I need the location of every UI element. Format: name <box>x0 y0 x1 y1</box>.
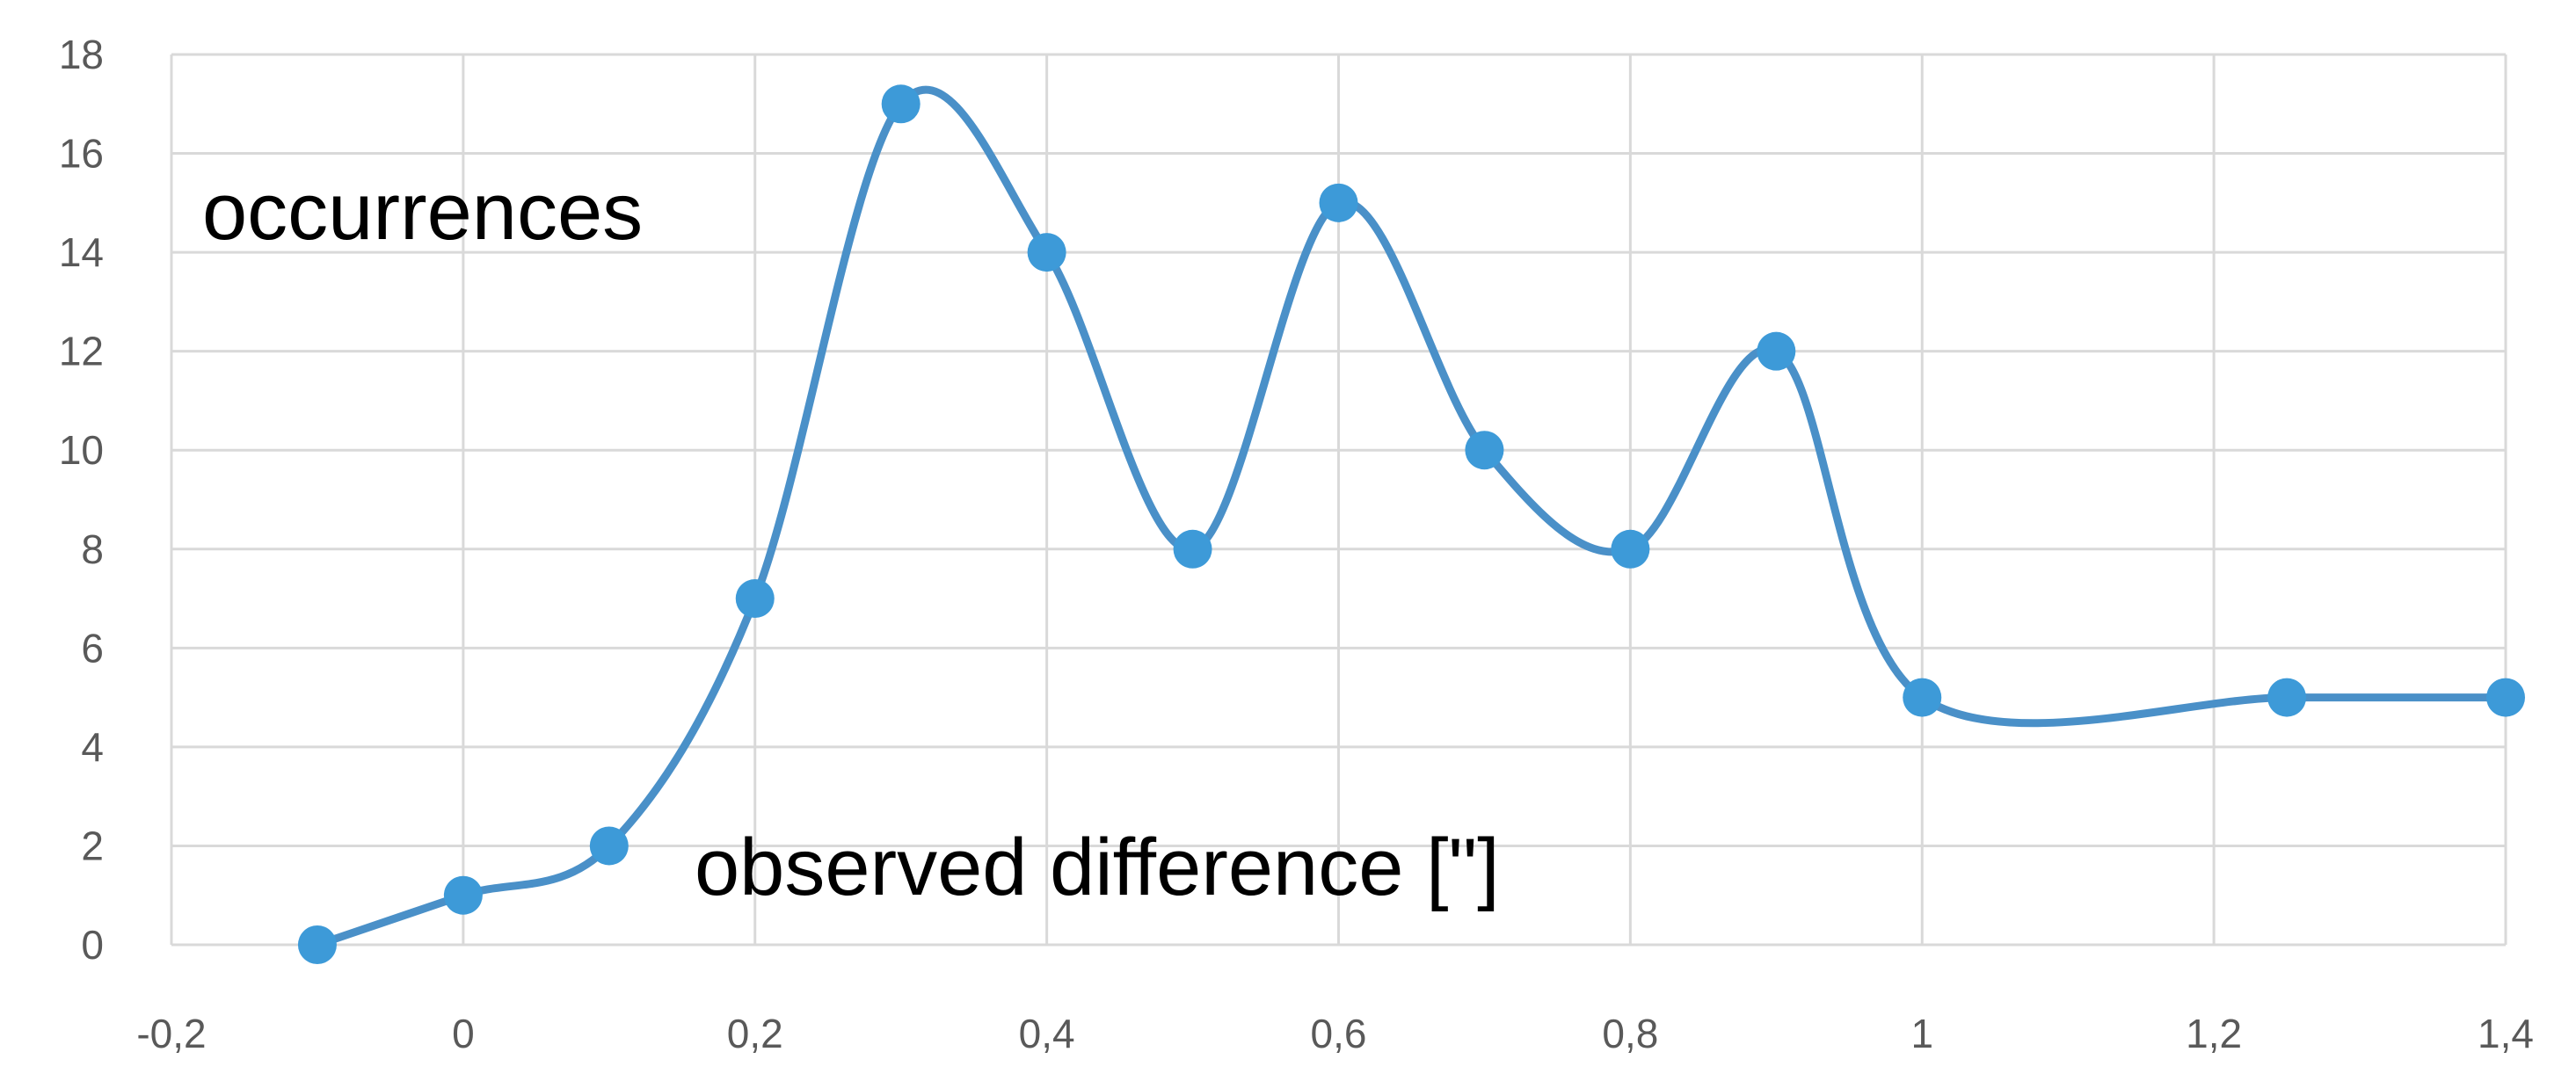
data-point <box>2486 678 2525 717</box>
data-point <box>735 579 775 619</box>
data-point <box>443 875 483 915</box>
y-tick-label: 6 <box>81 625 104 671</box>
x-tick-label: 1,2 <box>2186 1011 2242 1056</box>
data-point <box>881 84 921 124</box>
data-point <box>1757 331 1796 371</box>
x-tick-label: 0,2 <box>727 1011 783 1056</box>
data-point <box>1173 529 1212 569</box>
x-tick-label: -0,2 <box>136 1011 206 1056</box>
data-point <box>1027 233 1066 272</box>
data-point <box>297 925 337 964</box>
y-tick-label: 18 <box>59 32 104 77</box>
gridlines <box>170 53 2507 947</box>
y-tick-label: 2 <box>81 823 104 868</box>
y-tick-label: 12 <box>59 329 104 374</box>
data-point <box>1611 529 1650 569</box>
x-axis-tick-labels: -0,2 0 0,2 0,4 0,6 0,8 1 1,2 1,4 <box>136 1011 2534 1056</box>
data-markers <box>297 84 2525 964</box>
x-tick-label: 1,4 <box>2478 1011 2534 1056</box>
x-tick-label: 0 <box>452 1011 475 1056</box>
y-tick-label: 0 <box>81 922 104 968</box>
data-point <box>1903 678 1942 717</box>
y-axis-tick-labels: 0 2 4 6 8 10 12 14 16 18 <box>59 32 104 968</box>
y-tick-label: 10 <box>59 427 104 473</box>
annotation-observed-difference: observed difference ["] <box>695 823 1500 912</box>
x-tick-label: 0,6 <box>1311 1011 1367 1056</box>
data-point <box>2267 678 2307 717</box>
annotation-occurrences: occurrences <box>202 167 643 257</box>
y-tick-label: 14 <box>59 229 104 275</box>
y-tick-label: 16 <box>59 131 104 177</box>
x-tick-label: 0,4 <box>1019 1011 1075 1056</box>
data-point <box>1319 183 1358 222</box>
data-point <box>1465 431 1504 470</box>
y-tick-label: 8 <box>81 526 104 572</box>
x-tick-label: 0,8 <box>1602 1011 1658 1056</box>
x-tick-label: 1 <box>1910 1011 1933 1056</box>
series-line <box>313 85 2510 949</box>
data-point <box>589 826 629 866</box>
y-tick-label: 4 <box>81 724 104 770</box>
